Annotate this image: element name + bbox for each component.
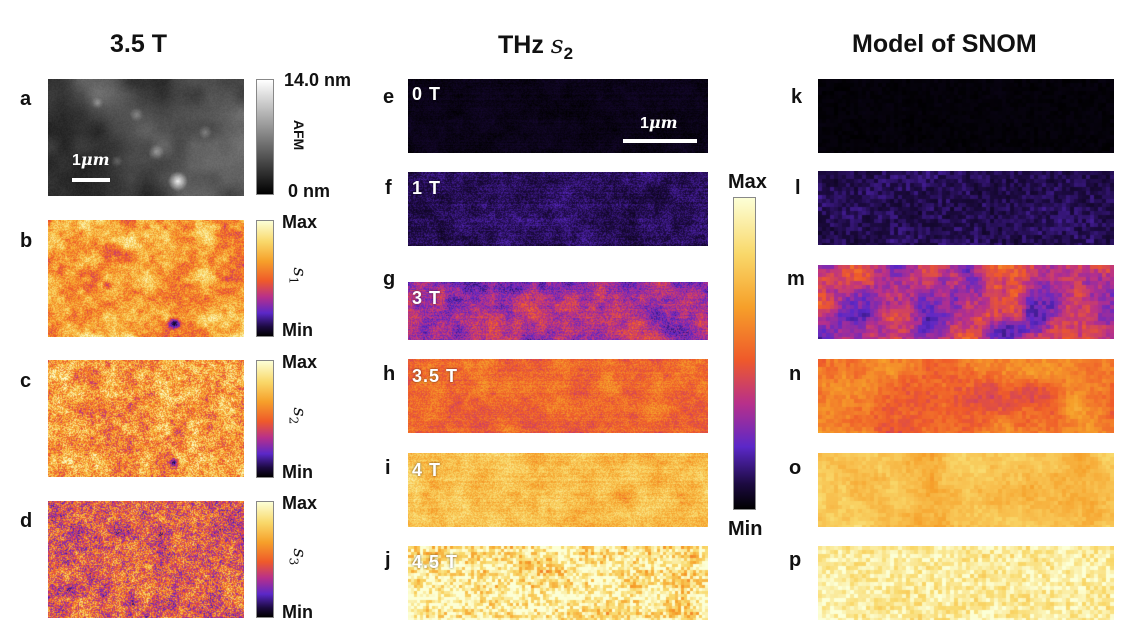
afm-colorbar-label: AFM (291, 119, 308, 151)
model-map-4p5t (818, 546, 1114, 620)
s2-map (48, 360, 244, 477)
column-title-thz: THz s2 (498, 30, 573, 64)
panel-letter-m: m (787, 268, 805, 290)
s2-symbol: s (289, 407, 311, 417)
panel-letter-e: e (383, 86, 395, 108)
panel-letter-p: p (789, 549, 802, 571)
afm-scale-unit: μm (80, 150, 110, 169)
s2-sub: 2 (286, 416, 301, 425)
thz-scale-value: 1 (640, 115, 649, 132)
panel-letter-k: k (791, 86, 803, 108)
field-label-3t: 3 T (412, 288, 442, 308)
afm-colorbar-max: 14.0 nm (284, 70, 352, 90)
panel-letter-g: g (383, 268, 396, 290)
s3-colorbar-label: s3 (287, 548, 311, 565)
panel-letter-h: h (383, 363, 396, 385)
thz-scale-bar-label: 1μm (640, 113, 678, 133)
column-title-3p5t: 3.5 T (110, 30, 167, 58)
thz-colorbar-min: Min (728, 518, 763, 540)
s2-colorbar-min: Min (282, 462, 313, 482)
panel-letter-i: i (385, 457, 391, 479)
thz-map-3t (408, 282, 708, 340)
s2-colorbar (256, 360, 274, 478)
panel-letter-b: b (20, 230, 33, 252)
field-label-0t: 0 T (412, 84, 442, 104)
panel-letter-f: f (385, 177, 392, 199)
panel-letter-c: c (20, 370, 32, 392)
thz-map-1t (408, 172, 708, 246)
thz-title-sub: 2 (563, 44, 574, 63)
s3-colorbar (256, 501, 274, 618)
s1-colorbar-min: Min (282, 320, 313, 340)
afm-colorbar (256, 79, 274, 195)
s3-sub: 3 (286, 557, 301, 566)
model-map-3p5t (818, 359, 1114, 433)
thz-scale-unit: μm (648, 113, 678, 132)
thz-colorbar (733, 197, 756, 510)
s1-colorbar (256, 220, 274, 337)
model-map-1t (818, 171, 1114, 245)
panel-letter-l: l (795, 177, 801, 199)
panel-letter-a: a (20, 88, 32, 110)
model-map-0t (818, 79, 1114, 153)
s3-map (48, 501, 244, 618)
panel-letter-n: n (789, 363, 802, 385)
afm-scale-bar (72, 178, 110, 182)
column-title-model: Model of SNOM (852, 30, 1037, 58)
panel-letter-j: j (385, 549, 391, 571)
thz-map-4t (408, 453, 708, 527)
field-label-3p5t: 3.5 T (412, 366, 459, 386)
panel-letter-d: d (20, 510, 33, 532)
s1-colorbar-label: s1 (287, 267, 311, 284)
afm-topography-map (48, 79, 244, 196)
model-map-4t (818, 453, 1114, 527)
thz-title-prefix: THz (498, 31, 551, 59)
s3-symbol: s (289, 548, 311, 558)
s3-colorbar-max: Max (282, 493, 318, 513)
field-label-1t: 1 T (412, 178, 442, 198)
afm-scale-bar-label: 1μm (72, 150, 110, 170)
thz-colorbar-max: Max (728, 171, 767, 193)
field-label-4p5t: 4.5 T (412, 552, 459, 572)
thz-scale-bar (623, 139, 697, 143)
s1-symbol: s (289, 267, 311, 277)
s2-colorbar-label: s2 (287, 407, 311, 424)
s1-map (48, 220, 244, 337)
thz-title-symbol: s (550, 30, 564, 59)
s1-sub: 1 (286, 276, 301, 285)
s3-colorbar-min: Min (282, 602, 313, 622)
s2-colorbar-max: Max (282, 352, 318, 372)
thz-map-4p5t (408, 546, 708, 620)
model-map-3t (818, 265, 1114, 339)
thz-map-3p5t (408, 359, 708, 433)
afm-colorbar-min: 0 nm (288, 181, 331, 201)
s1-colorbar-max: Max (282, 212, 318, 232)
field-label-4t: 4 T (412, 460, 442, 480)
panel-letter-o: o (789, 457, 802, 479)
afm-scale-value: 1 (72, 152, 81, 169)
